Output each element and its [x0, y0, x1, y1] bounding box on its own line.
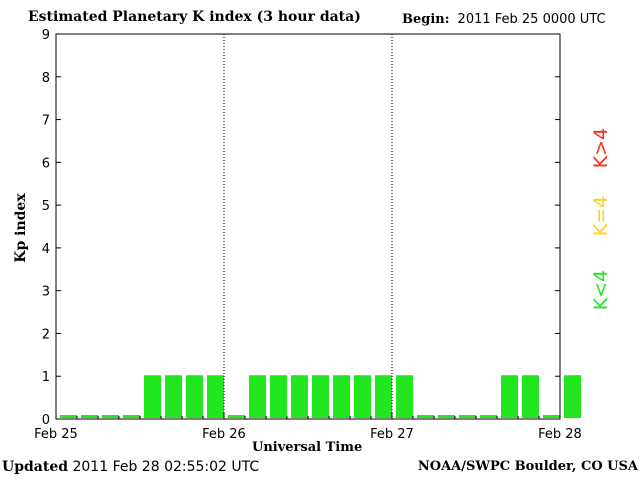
kp-bar	[459, 415, 476, 418]
y-tick-label: 9	[42, 28, 50, 43]
kp-bar	[291, 375, 308, 418]
x-tick-label: Feb 27	[370, 427, 414, 442]
kp-bar	[543, 415, 560, 418]
y-tick-label: 2	[42, 327, 50, 342]
kp-bar	[270, 375, 287, 418]
kp-bar	[102, 415, 119, 418]
updated-time: Updated 2011 Feb 28 02:55:02 UTC	[2, 459, 259, 475]
kp-bar	[144, 375, 161, 418]
credit-text: NOAA/SWPC Boulder, CO USA	[417, 459, 638, 474]
kp-bar	[186, 375, 203, 418]
x-axis-title: Universal Time	[252, 440, 363, 455]
kp-bar	[480, 415, 497, 418]
kp-bar	[354, 375, 371, 418]
kp-bar	[501, 375, 518, 418]
y-tick-label: 6	[42, 156, 50, 171]
kp-bar	[522, 375, 539, 418]
kp-bar	[228, 415, 245, 418]
updated-value: 2011 Feb 28 02:55:02 UTC	[72, 459, 260, 475]
kp-bar	[81, 415, 98, 418]
x-tick-label: Feb 25	[34, 427, 78, 442]
day-separators	[223, 34, 393, 419]
y-tick-label: 7	[42, 114, 50, 129]
x-tick-label: Feb 28	[538, 427, 582, 442]
y-tick-label: 5	[42, 199, 50, 214]
plot-frame	[55, 33, 561, 420]
y-tick-label: 8	[42, 71, 50, 86]
y-axis-title: Kp index	[13, 193, 29, 263]
x-tick-label: Feb 26	[202, 427, 246, 442]
kp-bar	[123, 415, 140, 418]
kp-bar	[312, 375, 329, 418]
kp-bar	[438, 415, 455, 418]
kp-bar	[417, 415, 434, 418]
y-tick-label: 4	[42, 242, 50, 257]
begin-label: Begin:	[402, 12, 450, 27]
y-axis: 0 1 2 3 4 5 6 7 8 9	[42, 28, 560, 428]
kp-bar	[165, 375, 182, 418]
kp-bar	[207, 375, 224, 418]
bars-group	[60, 375, 581, 418]
legend-k-above-4: K>4	[590, 127, 612, 169]
kp-bar	[333, 375, 350, 418]
y-tick-label: 3	[42, 285, 50, 300]
begin-time: Begin: 2011 Feb 25 0000 UTC	[402, 12, 606, 27]
y-tick-label: 1	[42, 370, 50, 385]
kp-bar	[564, 375, 581, 418]
legend-k-below-4: K<4	[590, 269, 612, 311]
kp-bar	[249, 375, 266, 418]
kp-bar	[60, 415, 77, 418]
kp-bar	[375, 375, 392, 418]
legend-k-equal-4: K=4	[590, 195, 612, 237]
chart-title: Estimated Planetary K index (3 hour data…	[28, 9, 361, 25]
begin-value: 2011 Feb 25 0000 UTC	[457, 12, 606, 27]
updated-label: Updated	[2, 459, 69, 475]
kp-bar	[396, 375, 413, 418]
y-tick-label: 0	[42, 413, 50, 428]
x-axis: Feb 25 Feb 26 Feb 27 Feb 28	[34, 413, 582, 442]
